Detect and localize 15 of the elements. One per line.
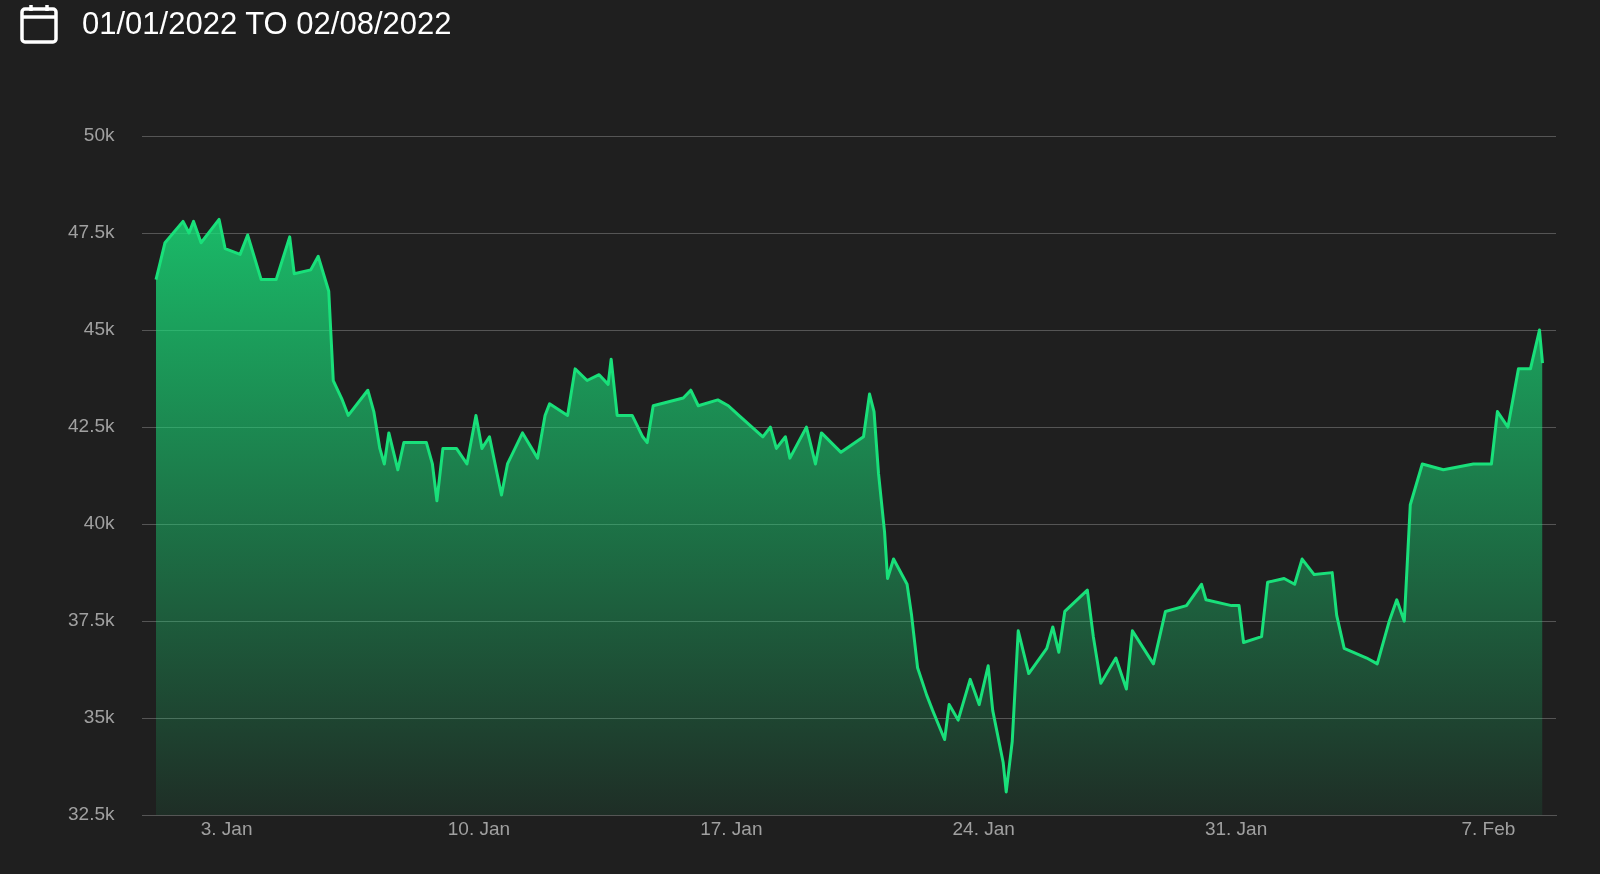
x-tick-label: 31. Jan bbox=[1204, 817, 1268, 839]
x-tick-label: 7. Feb bbox=[1461, 817, 1516, 839]
x-tick-label: 17. Jan bbox=[700, 817, 763, 839]
y-tick-label: 45k bbox=[83, 318, 115, 340]
chart-title: 01/01/2022 TO 02/08/2022 bbox=[82, 6, 452, 42]
y-tick-label: 42.5k bbox=[68, 415, 115, 437]
y-tick-label: 40k bbox=[83, 512, 115, 534]
y-tick-label: 35k bbox=[83, 706, 115, 728]
y-tick-label: 50k bbox=[83, 124, 115, 146]
x-tick-label: 10. Jan bbox=[447, 817, 511, 839]
y-tick-label: 47.5k bbox=[68, 221, 115, 243]
y-tick-label: 37.5k bbox=[68, 609, 115, 631]
x-tick-label: 24. Jan bbox=[952, 817, 1015, 839]
x-tick-label: 3. Jan bbox=[200, 817, 253, 839]
y-tick-label: 32.5k bbox=[68, 803, 115, 825]
